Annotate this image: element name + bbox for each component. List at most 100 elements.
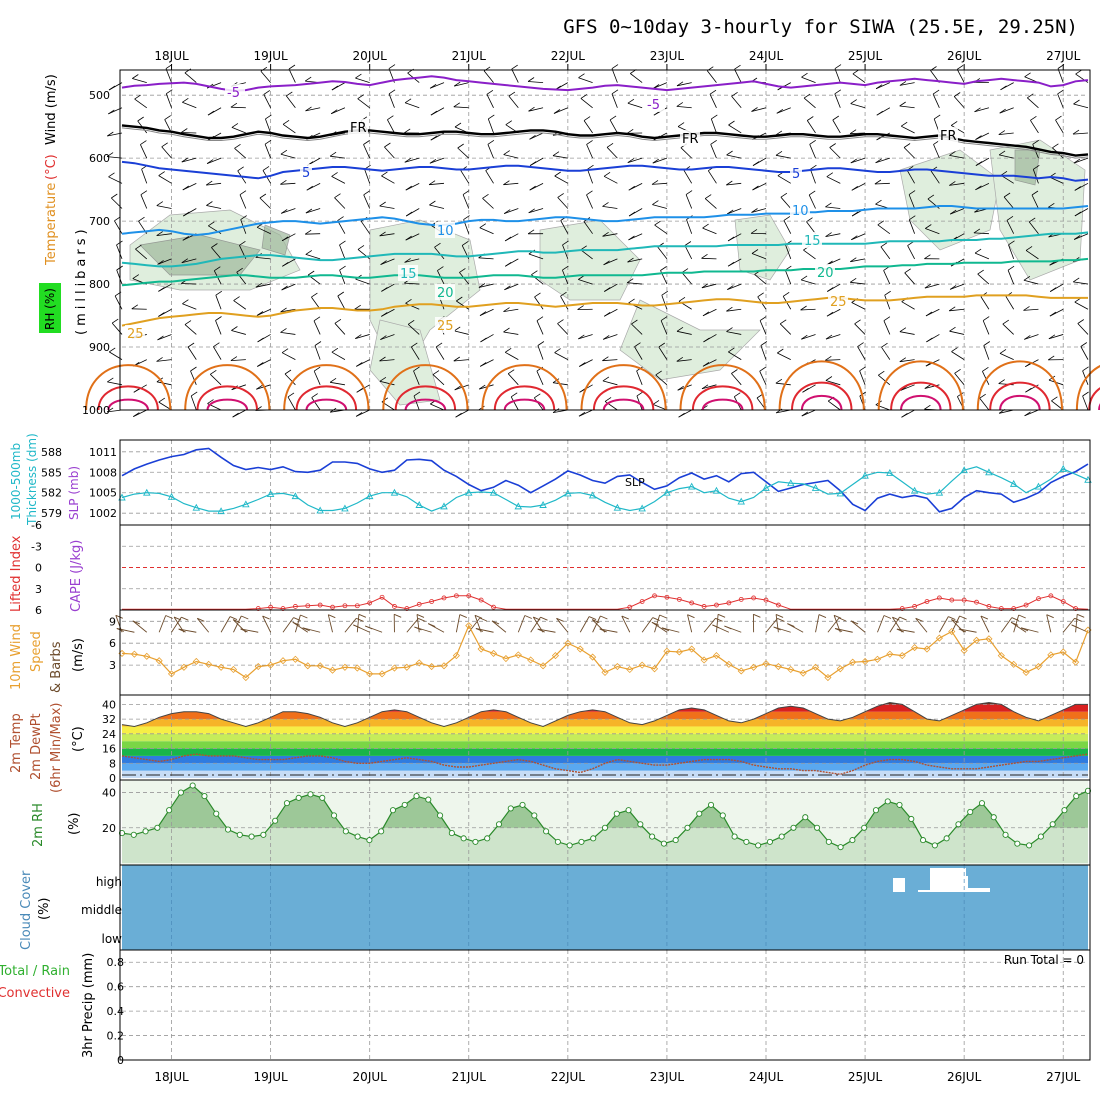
wind10-barb — [641, 617, 654, 633]
wind-barb — [683, 170, 693, 184]
date-label-top: 24JUL — [749, 49, 784, 63]
wind-barb-flag — [331, 85, 339, 91]
wind-barb — [181, 258, 197, 264]
slp-tick: 1005 — [89, 487, 117, 500]
wind-barb — [553, 107, 568, 114]
wind10-barb-feather — [1071, 624, 1079, 629]
isotherm-label-bg — [815, 264, 835, 280]
wind10-barb-feather — [241, 615, 249, 620]
wind10-point — [539, 662, 547, 670]
wind-barb — [775, 154, 791, 159]
isotherm-warm-dome — [493, 385, 556, 411]
wind-barb — [685, 194, 693, 209]
wind-barb-flag — [949, 181, 956, 186]
wind-barb-flag — [975, 185, 982, 191]
li-point — [429, 599, 435, 604]
wind10-barb-feather — [838, 617, 847, 622]
isotherm-label-bg — [435, 317, 455, 333]
wind-barb — [899, 105, 915, 109]
wind10-point — [849, 658, 857, 666]
wind-barb — [364, 169, 371, 184]
wind10-barb — [282, 617, 294, 633]
wind10-barb-feather — [834, 628, 843, 632]
wind-barb-flag — [380, 335, 387, 340]
thickness-point — [663, 488, 671, 496]
wind-barb-flag — [138, 216, 145, 222]
wind-barb-flag — [685, 190, 693, 195]
wind-barb — [503, 182, 519, 186]
wind-barb — [457, 147, 470, 159]
wind-barb-flag — [1032, 139, 1039, 145]
wind-barb — [974, 107, 990, 113]
temp-line — [121, 701, 1088, 728]
rh2m-point — [236, 831, 243, 838]
thickness-point — [440, 502, 448, 510]
wind-barb — [134, 98, 148, 109]
wind10-barb-feather — [394, 613, 402, 618]
wind-barb-flag — [380, 260, 387, 265]
wind-barb-flag — [678, 296, 686, 302]
wind-barb — [627, 157, 643, 163]
isotherm-label: 25 — [127, 327, 144, 342]
wind-barb-flag — [331, 347, 339, 353]
wind-barb-flag — [676, 81, 684, 87]
wind-barb — [158, 175, 172, 184]
wind-barb-flag — [287, 392, 295, 398]
wind-barb — [380, 334, 395, 340]
wind10-barb-feather — [896, 628, 905, 633]
wind-barb-flag — [611, 89, 619, 95]
wind-barb-flag — [825, 202, 832, 208]
wind-barb — [826, 258, 841, 266]
wind-barb — [339, 244, 346, 260]
wind10-point — [316, 662, 324, 670]
isotherm-warm-dome — [791, 381, 853, 411]
date-label-bottom: 18JUL — [154, 1070, 189, 1084]
wind-barb — [507, 373, 519, 386]
wind-barb-flag — [701, 253, 708, 259]
wind-barb-flag — [503, 180, 510, 186]
thickness-line — [121, 466, 1089, 512]
wind10-point — [960, 646, 968, 655]
wind-barb — [602, 380, 618, 386]
wind-barb-flag — [108, 172, 115, 178]
wind-barb — [801, 76, 816, 83]
panel-frame — [119, 949, 1091, 1061]
wind-barb — [825, 380, 841, 386]
wind-barb — [783, 220, 792, 234]
wind-barb — [434, 246, 445, 260]
wind-barb — [627, 282, 643, 285]
wind-barb — [806, 221, 816, 234]
date-label-bottom: 26JUL — [947, 1070, 982, 1084]
li-point — [491, 604, 496, 610]
wind-barb — [552, 155, 568, 159]
wind-barb — [263, 94, 271, 108]
wind-barb — [508, 95, 519, 109]
rh2m-point — [743, 838, 750, 845]
wind-barb — [1057, 68, 1064, 83]
wind-barb — [875, 82, 891, 90]
wind-barb-flag — [857, 342, 864, 347]
wind-barb — [379, 380, 395, 386]
wind-barb — [785, 244, 792, 260]
li-point — [1023, 602, 1029, 608]
rh2m-point — [189, 782, 196, 789]
temp-minmax-label: (6hr Min/Max) — [49, 703, 64, 793]
wind10-point — [527, 656, 535, 664]
wind-barb-flag — [652, 200, 659, 205]
wind-barb-flag — [760, 341, 768, 346]
thickness-point — [687, 482, 696, 490]
wind10-point — [291, 655, 299, 663]
wind-barb — [680, 147, 692, 159]
wind-barb — [652, 82, 668, 89]
slp-tick: 1008 — [89, 466, 117, 479]
wind-barb — [710, 118, 717, 134]
wind-barb-flag — [404, 157, 412, 163]
rh2m-point — [625, 807, 632, 814]
upper-ylabel-wind: Wind (m/s) — [44, 74, 59, 145]
wind-barb-flag — [286, 91, 293, 97]
wind-barb-flag — [329, 377, 337, 383]
wind-barb-flag — [158, 312, 165, 317]
wind-barb-flag — [158, 397, 166, 403]
rh2m-point — [1084, 787, 1092, 794]
wind10-barb-feather — [687, 614, 695, 619]
